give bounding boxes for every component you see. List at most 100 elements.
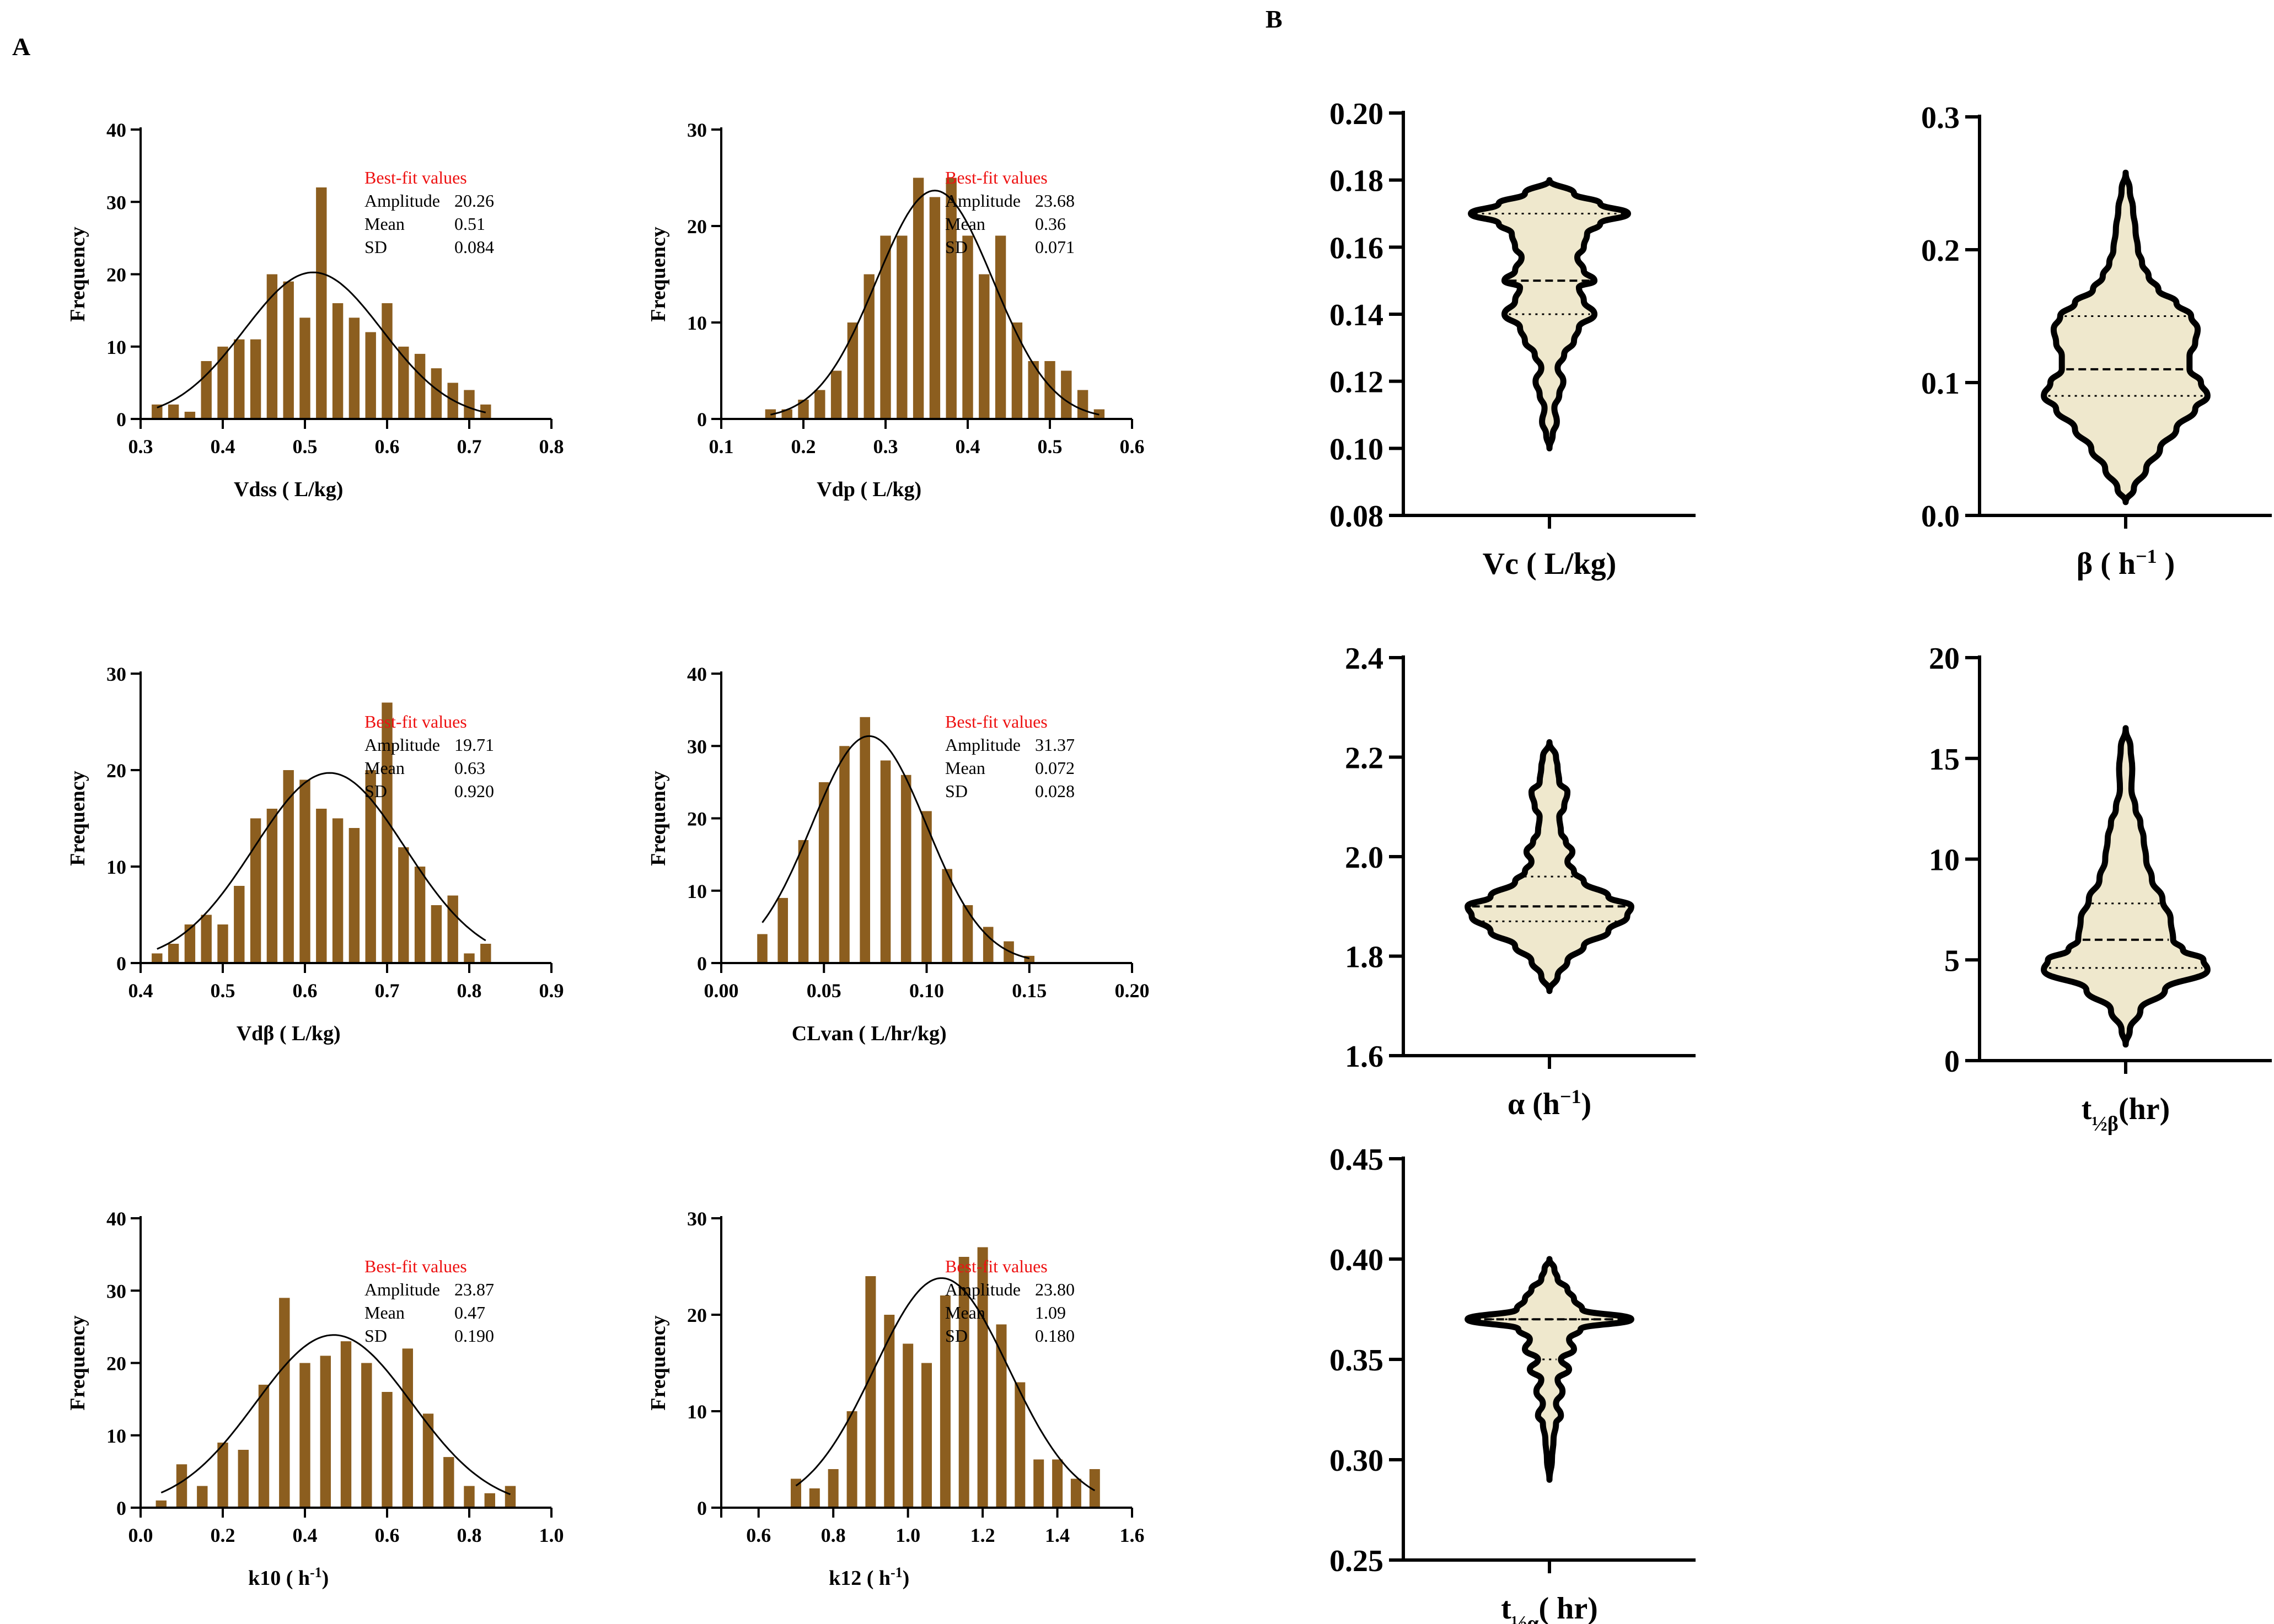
y-axis-label: Frequency <box>647 227 670 321</box>
histogram-bar <box>217 1442 228 1508</box>
histogram-bar <box>217 346 228 420</box>
histogram-bar <box>798 400 809 419</box>
violin-body <box>2041 169 2211 506</box>
y-tick-label: 0 <box>116 408 126 431</box>
histogram-bar <box>880 760 891 963</box>
x-axis-label: Vdp ( L/kg) <box>817 478 921 501</box>
hist-vdbeta: 0 10 20 30 0.4 0.5 0.6 0.7 0.8 0.9 Vdβ ( L/kg) Freq… <box>66 663 564 1045</box>
y-tick-label: 1.6 <box>1345 1040 1383 1074</box>
fit-mean-label: Mean <box>945 758 985 778</box>
histogram-bar <box>809 1488 820 1508</box>
fit-sd-label: SD <box>364 781 387 801</box>
y-tick-label: 2.2 <box>1345 741 1383 776</box>
x-tick-label: 0.6 <box>746 1524 771 1546</box>
histogram-bar <box>266 274 278 419</box>
x-tick-label: 0.8 <box>457 1524 482 1546</box>
y-tick-label: 0 <box>1944 1045 1960 1079</box>
y-tick-label: 0.14 <box>1329 298 1383 332</box>
histogram-bar <box>234 886 245 963</box>
gaussian-fit-curve <box>761 735 1030 959</box>
y-tick-label: 0.16 <box>1329 231 1383 265</box>
y-tick-label: 40 <box>106 119 126 141</box>
y-tick-label: 40 <box>106 1208 126 1230</box>
y-tick-label: 20 <box>1929 642 1960 676</box>
x-tick-label: 0.15 <box>1012 980 1047 1002</box>
histogram-bar <box>402 1348 413 1508</box>
histogram-bar <box>860 717 870 964</box>
fit-mean-value: 0.63 <box>454 758 485 778</box>
fit-amplitude-value: 31.37 <box>1035 735 1075 755</box>
x-tick-label: 0.6 <box>375 435 400 458</box>
histogram-bar <box>299 318 310 420</box>
y-tick-label: 20 <box>106 760 126 782</box>
y-tick-label: 0 <box>116 1497 126 1519</box>
fit-amplitude-value: 20.26 <box>454 191 494 211</box>
fit-mean-label: Mean <box>364 214 405 234</box>
histogram-bar <box>1070 1478 1081 1508</box>
histogram-bar <box>464 1486 475 1508</box>
x-tick-label: 0.00 <box>704 980 739 1002</box>
x-tick-label: 0.4 <box>956 435 980 458</box>
histogram-bar <box>250 339 261 419</box>
x-tick-label: 0.3 <box>873 435 898 458</box>
histogram-bar <box>414 353 426 419</box>
histogram-bar <box>942 869 952 963</box>
histogram-bar <box>818 782 829 963</box>
x-tick-label: 0.4 <box>293 1524 318 1546</box>
histogram-bar <box>398 346 409 420</box>
fit-amplitude-label: Amplitude <box>364 735 440 755</box>
y-tick-label: 10 <box>106 336 126 358</box>
y-axis-label: Frequency <box>647 1315 670 1410</box>
hist-k12: 0 10 20 30 0.6 0.8 1.0 1.2 1.4 1.6 k12 ( h-1) Frequ… <box>647 1208 1145 1590</box>
histogram-bar <box>320 1356 331 1508</box>
histogram-bar <box>814 390 825 419</box>
histogram-bar <box>880 235 891 419</box>
x-tick-label: 1.2 <box>970 1524 995 1546</box>
x-tick-label: 0.2 <box>791 435 816 458</box>
histogram-bar <box>921 811 932 963</box>
histogram-bar <box>431 368 442 419</box>
x-tick-label: 0.9 <box>539 980 564 1002</box>
histogram-bar <box>828 1469 839 1508</box>
y-tick-label: 30 <box>106 191 126 213</box>
fit-amplitude-label: Amplitude <box>945 191 1021 211</box>
histogram-bar <box>962 905 973 963</box>
histogram-bar <box>464 953 475 963</box>
histogram-bar <box>152 404 163 420</box>
y-axis-label: Frequency <box>66 1315 89 1410</box>
histogram-bar <box>443 1457 454 1508</box>
y-tick-label: 2.0 <box>1345 841 1383 875</box>
histogram-bar <box>155 1500 167 1508</box>
x-tick-label: 0.5 <box>1038 435 1063 458</box>
fit-sd-label: SD <box>945 781 968 801</box>
x-tick-label: 0.2 <box>211 1524 235 1546</box>
y-tick-label: 0.10 <box>1329 432 1383 466</box>
y-tick-label: 0 <box>697 1497 707 1519</box>
histogram-bar <box>884 1315 895 1508</box>
y-tick-label: 40 <box>687 663 707 685</box>
fit-sd-value: 0.084 <box>454 237 494 257</box>
histogram-bar <box>505 1486 516 1508</box>
histogram-bar <box>1089 1469 1100 1508</box>
fit-amplitude-value: 19.71 <box>454 735 494 755</box>
histogram-bar <box>431 905 442 963</box>
fit-mean-label: Mean <box>945 214 985 234</box>
histogram-bar <box>184 924 196 963</box>
fit-mean-value: 1.09 <box>1035 1303 1066 1322</box>
histogram-bar <box>929 197 941 419</box>
histogram-bar <box>1004 941 1014 963</box>
y-tick-label: 0 <box>697 953 707 975</box>
fit-amplitude-value: 23.87 <box>454 1279 494 1299</box>
x-tick-label: 0.3 <box>128 435 153 458</box>
fit-amplitude-label: Amplitude <box>364 1279 440 1299</box>
fit-mean-value: 0.36 <box>1035 214 1066 234</box>
histogram-bar <box>414 867 426 963</box>
gaussian-fit-curve <box>157 772 486 950</box>
fit-title: Best-fit values <box>364 168 467 187</box>
histogram-bar <box>283 281 294 419</box>
histogram-bar <box>217 924 228 963</box>
histogram-bar <box>382 702 393 963</box>
histogram-bar <box>913 178 924 419</box>
histogram-bar <box>176 1464 187 1508</box>
